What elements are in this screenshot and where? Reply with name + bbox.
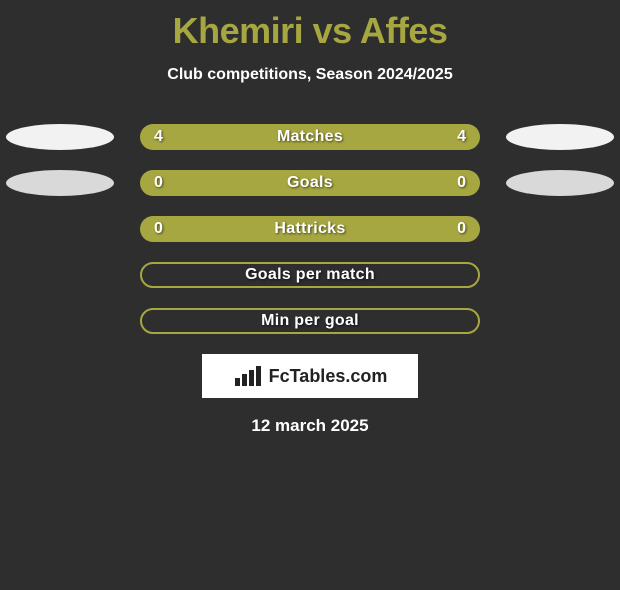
stat-label: Goals per match: [245, 266, 375, 284]
stat-label: Matches: [277, 128, 343, 146]
stat-right-value: 4: [457, 128, 466, 146]
stat-left-value: 0: [154, 220, 163, 238]
stat-right-value: 0: [457, 174, 466, 192]
stat-label: Hattricks: [274, 220, 345, 238]
stat-rows: 4 Matches 4 0 Goals 0 0 Hattricks 0 Goal…: [0, 112, 620, 342]
stat-row: 0 Hattricks 0: [0, 204, 620, 250]
left-ellipse: [6, 170, 114, 196]
stat-label: Goals: [287, 174, 333, 192]
stat-label: Min per goal: [261, 312, 359, 330]
stat-row: 4 Matches 4: [0, 112, 620, 158]
page-title: Khemiri vs Affes: [0, 10, 620, 52]
stat-bar: Min per goal: [140, 308, 480, 334]
stat-left-value: 4: [154, 128, 163, 146]
stat-bar: Goals per match: [140, 262, 480, 288]
stat-row: Goals per match: [0, 250, 620, 296]
logo: FcTables.com: [233, 364, 388, 388]
right-ellipse: [506, 124, 614, 150]
stat-bar: 0 Hattricks 0: [140, 216, 480, 242]
stat-row: Min per goal: [0, 296, 620, 342]
stat-right-value: 0: [457, 220, 466, 238]
stat-bar: 4 Matches 4: [140, 124, 480, 150]
logo-text: FcTables.com: [269, 366, 388, 387]
stat-left-value: 0: [154, 174, 163, 192]
stat-row: 0 Goals 0: [0, 158, 620, 204]
chart-icon: [233, 364, 265, 388]
left-ellipse: [6, 124, 114, 150]
stat-bar: 0 Goals 0: [140, 170, 480, 196]
right-ellipse: [506, 170, 614, 196]
date-text: 12 march 2025: [0, 416, 620, 436]
logo-box: FcTables.com: [202, 354, 418, 398]
subtitle: Club competitions, Season 2024/2025: [0, 66, 620, 84]
